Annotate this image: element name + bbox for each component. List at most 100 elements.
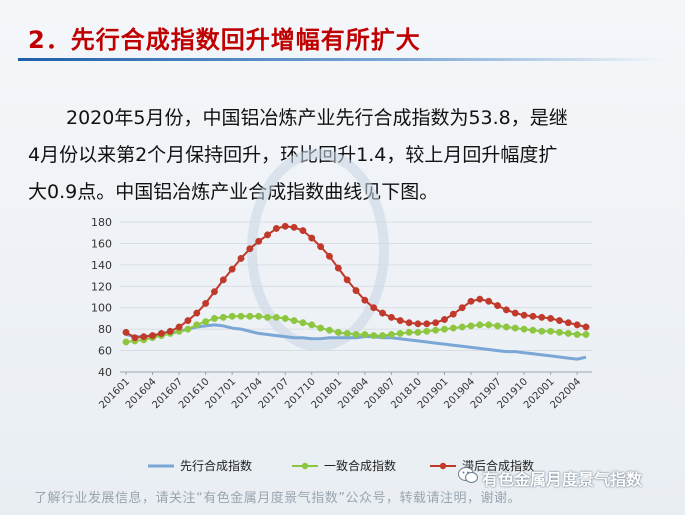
data-point (290, 317, 298, 325)
legend-label: 滞后合成指数 (462, 458, 534, 473)
summary-paragraph: 2020年5月份，中国铝冶炼产业先行合成指数为53.8，是继 4月份以来第2个月… (28, 100, 658, 211)
data-point (228, 265, 236, 273)
data-point (140, 333, 148, 341)
data-point (246, 245, 254, 253)
data-point (441, 316, 448, 323)
data-point (193, 321, 201, 329)
y-tick-label: 180 (91, 216, 112, 229)
data-point (582, 331, 590, 338)
series-line-3 (125, 225, 587, 339)
page-title: 2．先行合成指数回升增幅有所扩大 (28, 26, 421, 54)
data-point (485, 297, 493, 305)
data-point (547, 327, 555, 335)
data-point (494, 322, 501, 330)
data-point (423, 327, 431, 335)
data-point (520, 311, 528, 319)
data-point (476, 295, 484, 303)
data-point (308, 321, 316, 329)
legend-label: 先行合成指数 (180, 458, 252, 473)
data-point (317, 324, 325, 332)
data-point (352, 331, 360, 338)
y-tick-label: 60 (98, 345, 112, 358)
data-point (361, 331, 369, 338)
data-point (573, 331, 581, 338)
data-point (538, 313, 546, 321)
data-point (582, 323, 590, 331)
y-tick-label: 160 (91, 237, 112, 250)
wechat-icon (458, 467, 478, 483)
paragraph-line: 4月份以来第2个月保持回升，环比回升1.4，较上月回升幅度扩 (28, 144, 558, 166)
y-tick-label: 120 (91, 280, 112, 293)
legend-marker (439, 462, 447, 470)
data-point (414, 328, 422, 336)
data-point (502, 306, 510, 314)
data-point (202, 299, 210, 307)
data-point (467, 297, 475, 305)
data-point (449, 310, 457, 318)
data-point (370, 304, 378, 312)
data-point (547, 314, 555, 322)
data-point (175, 323, 183, 331)
footer-note: 了解行业发展信息，请关注“有色金属月度景气指数”公众号，转载请注明，谢谢。 (34, 491, 521, 506)
data-point (520, 325, 528, 333)
data-point (122, 328, 130, 336)
data-point (281, 314, 289, 322)
data-point (255, 312, 263, 320)
data-point (396, 329, 404, 337)
data-point (264, 231, 271, 239)
data-point (458, 304, 466, 312)
data-point (299, 319, 307, 327)
data-point (485, 321, 493, 329)
data-point (228, 312, 236, 320)
data-point (157, 329, 165, 337)
data-point (564, 319, 572, 327)
paragraph-line: 大0.9点。中国铝冶炼产业合成指数曲线见下图。 (28, 181, 439, 203)
data-point (361, 296, 369, 304)
brand-watermark: 有色金属月度景气指数 (482, 470, 643, 489)
y-tick-label: 140 (91, 259, 112, 272)
y-tick-label: 40 (98, 366, 112, 379)
y-tick-label: 80 (98, 323, 112, 336)
data-point (193, 309, 201, 317)
data-point (467, 322, 475, 330)
data-point (379, 309, 386, 317)
data-point (449, 324, 457, 332)
data-point (370, 332, 378, 340)
data-point (379, 332, 386, 340)
data-point (556, 328, 563, 336)
data-point (246, 312, 254, 320)
data-point (564, 329, 572, 337)
data-point (219, 313, 227, 321)
data-point (326, 252, 333, 260)
data-point (343, 276, 351, 284)
data-point (131, 334, 139, 342)
data-point (502, 323, 510, 331)
data-point (529, 326, 537, 334)
data-point (423, 320, 431, 328)
data-point (334, 264, 342, 272)
data-point (290, 223, 298, 231)
data-point (405, 319, 413, 327)
data-point (458, 323, 466, 331)
data-point (334, 328, 342, 336)
data-point (264, 313, 271, 321)
data-point (308, 234, 316, 242)
data-point (184, 317, 192, 325)
data-point (414, 320, 422, 328)
data-point (476, 321, 484, 329)
data-point (122, 338, 130, 346)
title-divider (18, 58, 666, 61)
data-point (387, 313, 395, 321)
data-point (556, 317, 563, 325)
data-point (343, 329, 351, 337)
data-point (326, 326, 333, 334)
data-point (432, 319, 440, 327)
data-point (352, 287, 360, 295)
data-point (272, 313, 280, 321)
y-tick-label: 100 (91, 302, 112, 315)
data-point (529, 312, 537, 320)
legend-marker (301, 462, 309, 470)
data-point (237, 254, 245, 262)
data-point (441, 325, 448, 333)
